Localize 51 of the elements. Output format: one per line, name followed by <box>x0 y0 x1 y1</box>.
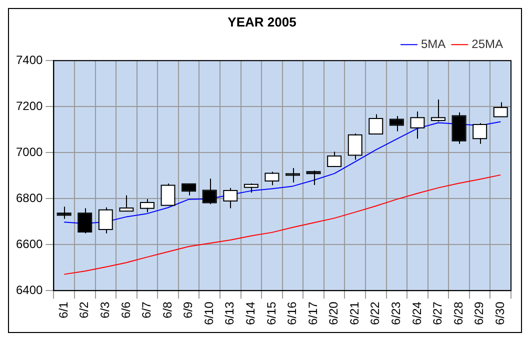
x-tick-label: 6/8 <box>160 301 174 318</box>
x-tick-label: 6/22 <box>368 301 382 326</box>
x-tick-label: 6/2 <box>77 301 92 318</box>
candlestick <box>368 114 384 135</box>
x-tick-label: 6/20 <box>326 301 341 326</box>
candlestick <box>78 208 92 234</box>
x-tick-label: 6/13 <box>222 301 237 326</box>
candlestick <box>182 183 196 196</box>
candlestick <box>223 188 238 209</box>
x-tick-label: 6/15 <box>264 301 278 326</box>
y-tick-label: 6400 <box>16 282 44 297</box>
candlestick <box>98 206 113 234</box>
candlestick <box>244 182 258 194</box>
candlestick <box>119 194 134 212</box>
y-tick-label: 6800 <box>16 190 44 205</box>
candlestick <box>472 122 488 144</box>
x-tick-label: 6/21 <box>347 301 362 326</box>
x-tick-label: 6/30 <box>492 301 507 326</box>
x-tick-label: 6/14 <box>243 301 258 326</box>
legend-label: 25MA <box>472 36 504 51</box>
x-tick-label: 6/17 <box>306 301 320 326</box>
x-tick-label: 6/27 <box>430 301 445 326</box>
x-tick-label: 6/6 <box>118 301 133 318</box>
x-tick-label: 6/29 <box>472 301 486 326</box>
candlestick <box>348 133 362 160</box>
candlestick <box>493 102 508 118</box>
x-tick-label: 6/24 <box>410 301 424 326</box>
chart-title: YEAR 2005 <box>228 14 296 30</box>
candlestick <box>264 171 280 186</box>
y-tick-label: 7000 <box>16 144 44 159</box>
legend-label: 5MA <box>420 36 446 51</box>
candlestick <box>410 110 425 140</box>
x-tick-label: 6/28 <box>451 301 466 326</box>
candlestick <box>306 170 321 186</box>
candlestick <box>431 98 446 122</box>
x-tick-label: 6/7 <box>140 301 154 318</box>
y-tick-label: 6600 <box>16 236 44 251</box>
x-tick-label: 6/3 <box>98 301 112 318</box>
candlestick <box>202 178 217 205</box>
candlestick <box>286 168 300 184</box>
x-tick-label: 6/16 <box>285 301 300 326</box>
x-tick-label: 6/9 <box>181 301 196 318</box>
y-tick-label: 7400 <box>16 52 44 67</box>
candlestick <box>140 198 154 213</box>
y-tick-label: 7200 <box>16 98 44 113</box>
x-tick-label: 6/10 <box>202 301 216 326</box>
candlestick <box>327 151 342 167</box>
candlestick <box>160 182 176 206</box>
x-tick-label: 6/1 <box>56 301 70 318</box>
candlestick <box>389 116 404 132</box>
x-tick-label: 6/23 <box>388 301 403 326</box>
